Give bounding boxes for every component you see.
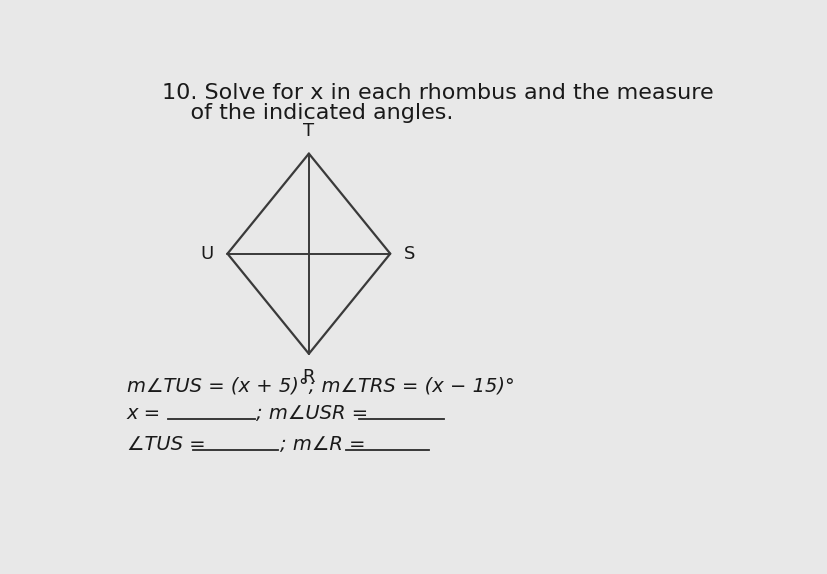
Text: x =: x =: [127, 404, 167, 423]
Text: 10. Solve for x in each rhombus and the measure: 10. Solve for x in each rhombus and the …: [161, 83, 712, 103]
Text: of the indicated angles.: of the indicated angles.: [161, 103, 452, 123]
Text: R: R: [302, 367, 315, 386]
Text: U: U: [200, 245, 213, 263]
Text: m∠TUS = (x + 5)°; m∠TRS = (x − 15)°: m∠TUS = (x + 5)°; m∠TRS = (x − 15)°: [127, 377, 514, 396]
Text: ; m∠USR =: ; m∠USR =: [256, 404, 374, 423]
Text: T: T: [303, 122, 314, 139]
Text: ; m∠R =: ; m∠R =: [280, 435, 371, 453]
Text: ∠TUS =: ∠TUS =: [127, 435, 212, 453]
Text: S: S: [404, 245, 415, 263]
